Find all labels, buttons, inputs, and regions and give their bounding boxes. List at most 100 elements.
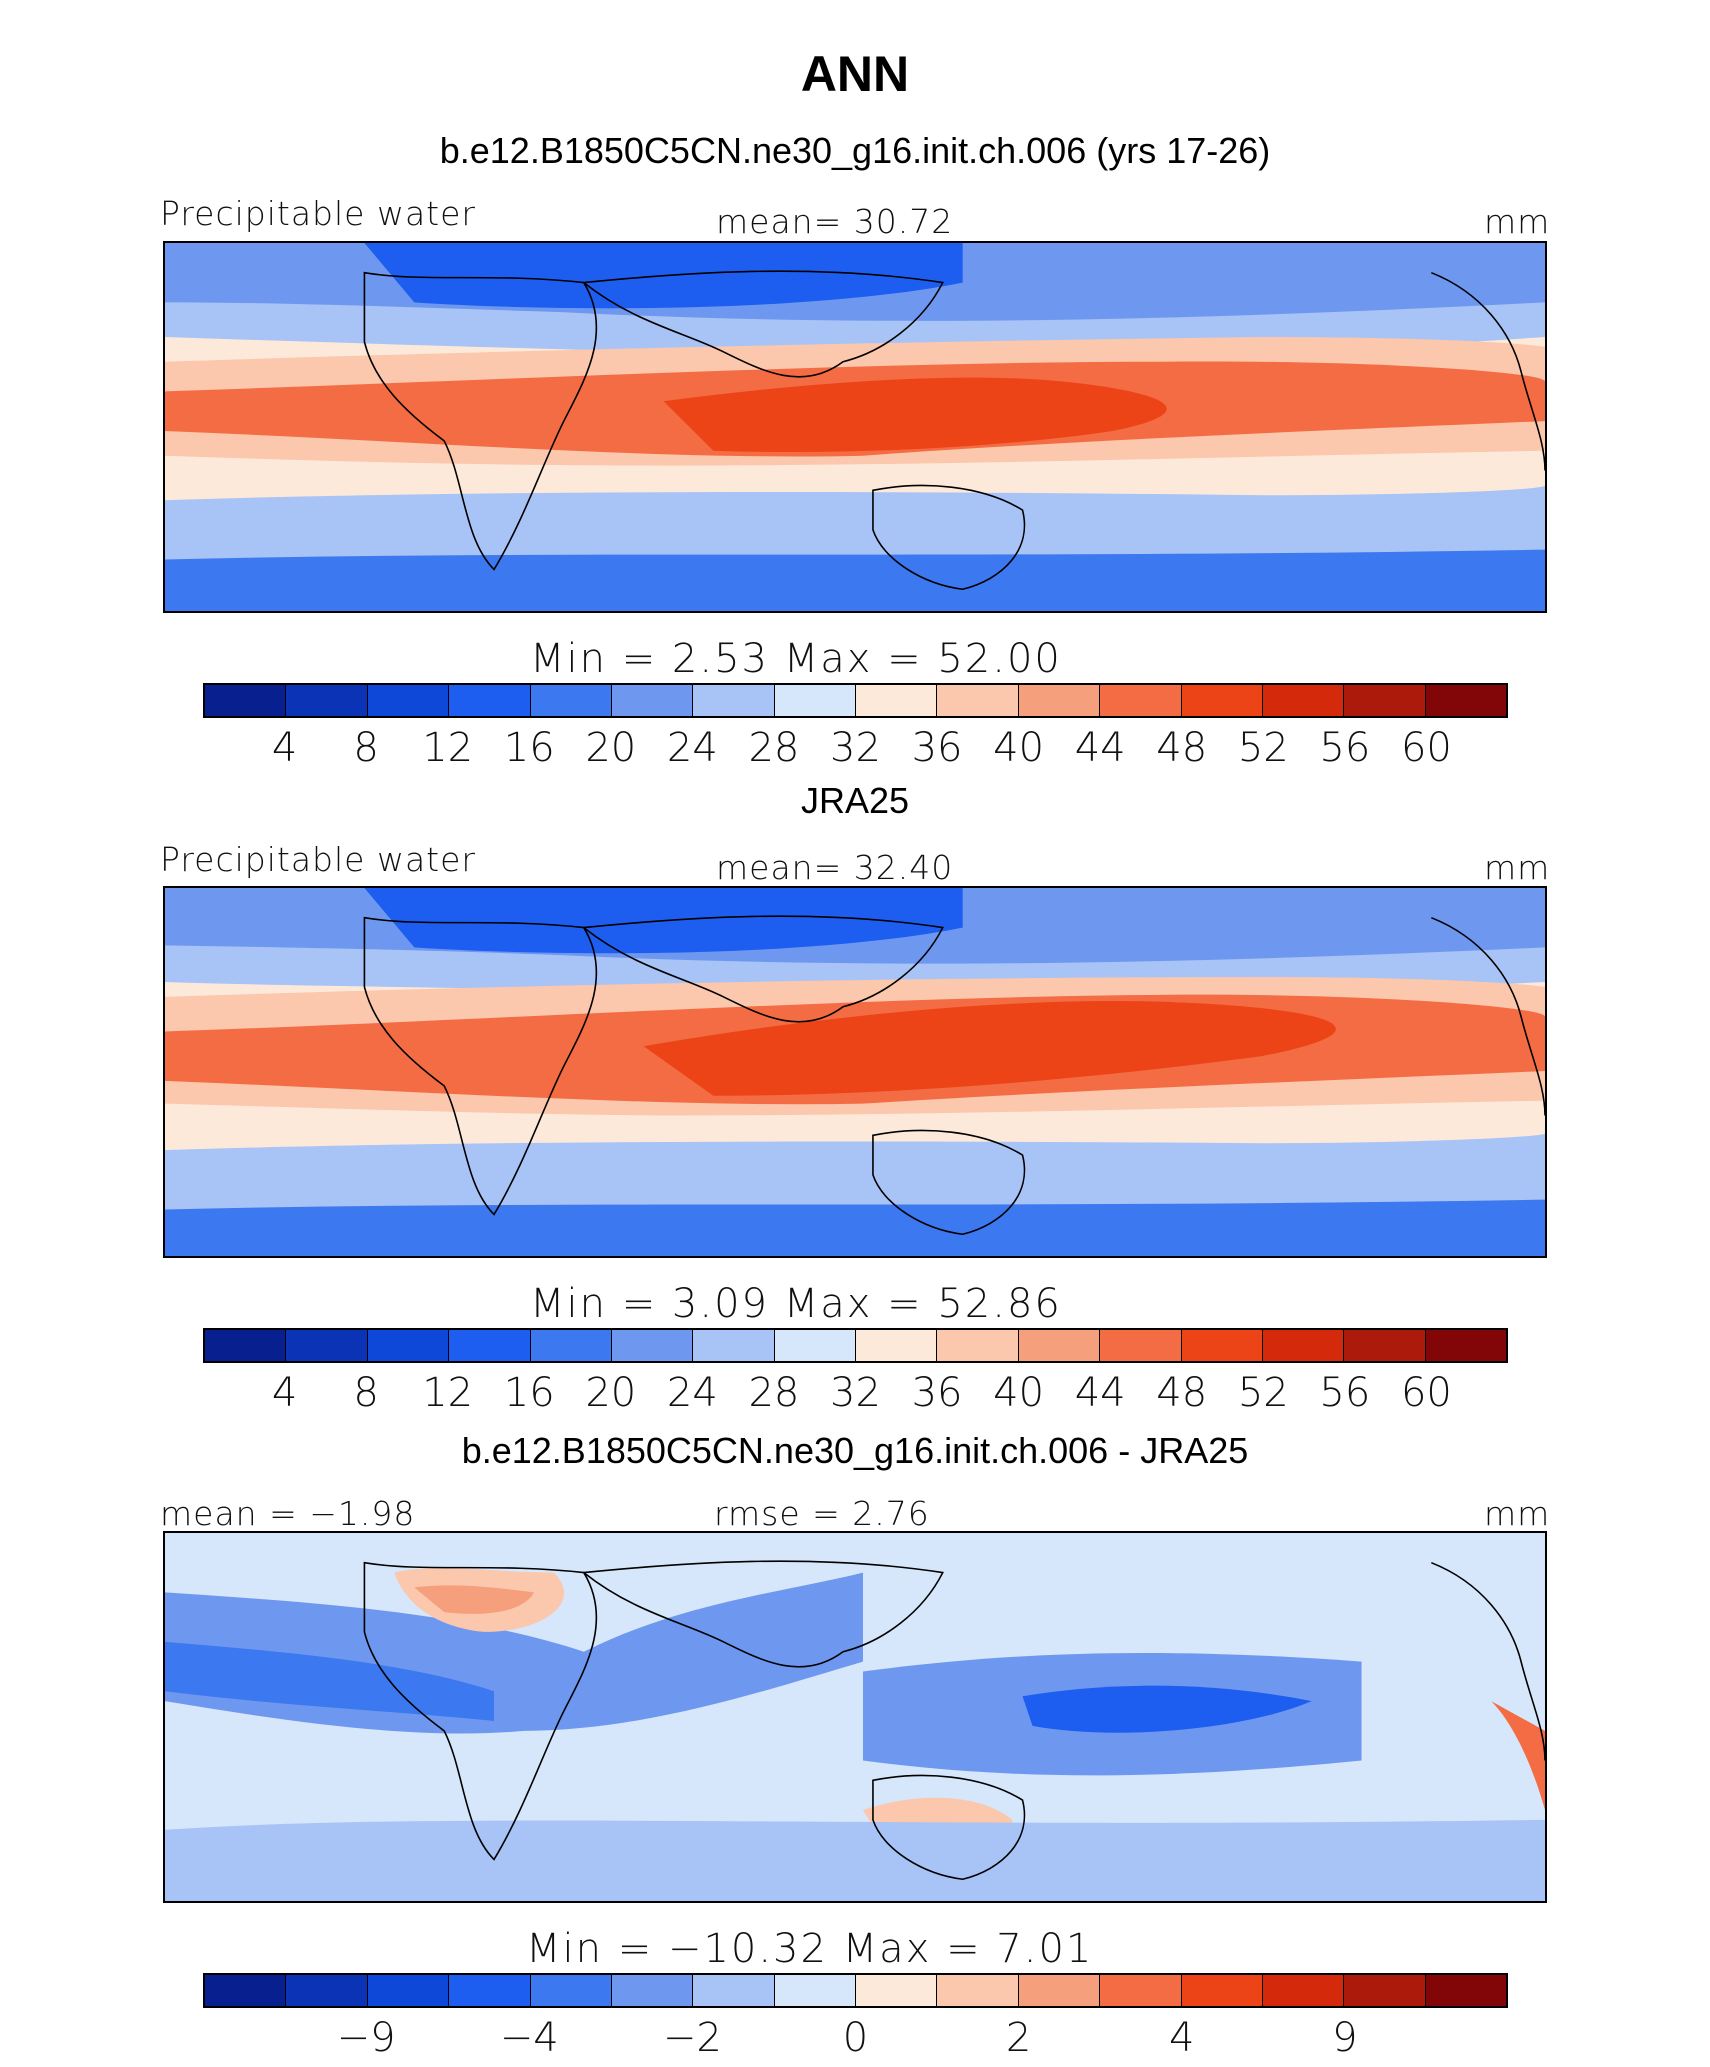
- colorbar-segment: [1344, 1975, 1426, 2006]
- colorbar-tick-label: 28: [748, 1370, 800, 1416]
- colorbar-segment: [530, 685, 612, 716]
- colorbar-segment: [1181, 1330, 1263, 1361]
- map-coastline-america: [1431, 916, 1545, 1116]
- figure-title: ANN: [800, 46, 910, 102]
- colorbar-tick-label: 4: [1169, 2015, 1195, 2061]
- colorbar-tick-label: 24: [666, 1370, 718, 1416]
- map-coastline-africa: [363, 916, 598, 1216]
- colorbar-tick-label: −4: [499, 2015, 559, 2061]
- panel-1-colorbar: [203, 683, 1508, 718]
- colorbar-segment: [937, 1330, 1019, 1361]
- colorbar-tick-label: 40: [993, 1370, 1045, 1416]
- map-coastline-america: [1431, 271, 1545, 471]
- colorbar-segment: [1344, 1330, 1426, 1361]
- colorbar-tick-label: 8: [353, 1370, 379, 1416]
- map-coastline-australia: [872, 1129, 1026, 1236]
- panel-3-rmse-label: rmse = 2.76: [714, 1494, 930, 1533]
- colorbar-segment: [774, 1975, 856, 2006]
- colorbar-segment: [611, 1975, 694, 2006]
- map-band-south-dry: [165, 549, 1545, 611]
- map-region-sahara-strong-wet-bias: [414, 1585, 534, 1614]
- colorbar-tick-label: −9: [336, 2015, 396, 2061]
- colorbar-segment: [1425, 685, 1506, 716]
- colorbar-tick-label: 36: [911, 725, 963, 771]
- colorbar-segment: [1425, 1330, 1506, 1361]
- colorbar-segment: [1344, 685, 1426, 716]
- colorbar-tick-label: 60: [1400, 1370, 1452, 1416]
- colorbar-segment: [1100, 1975, 1182, 2006]
- map-band-south-dry: [165, 1199, 1545, 1256]
- colorbar-tick-label: 24: [666, 725, 718, 771]
- colorbar-segment: [856, 1330, 938, 1361]
- panel-3-units-label: mm: [1484, 1494, 1551, 1533]
- map-coastline-africa: [363, 271, 598, 571]
- colorbar-tick-label: 20: [585, 1370, 637, 1416]
- colorbar-tick-label: 60: [1400, 725, 1452, 771]
- panel-3-map: [163, 1531, 1547, 1903]
- colorbar-tick-label: 16: [503, 725, 555, 771]
- colorbar-segment: [449, 685, 531, 716]
- colorbar-segment: [205, 1330, 287, 1361]
- colorbar-tick-label: 44: [1074, 1370, 1126, 1416]
- panel-2-map-svg: [165, 888, 1545, 1256]
- colorbar-segment: [1018, 1975, 1101, 2006]
- colorbar-tick-label: 8: [353, 725, 379, 771]
- colorbar-segment: [693, 1975, 775, 2006]
- colorbar-tick-label: 12: [422, 1370, 474, 1416]
- colorbar-tick-label: 32: [830, 725, 881, 771]
- panel-3-minmax: Min = −10.32 Max = 7.01: [526, 1926, 1094, 1972]
- colorbar-segment: [286, 1975, 368, 2006]
- colorbar-segment: [856, 1975, 938, 2006]
- colorbar-segment: [611, 1330, 694, 1361]
- colorbar-segment: [286, 1330, 368, 1361]
- colorbar-segment: [1262, 1975, 1345, 2006]
- panel-1-title: b.e12.B1850C5CN.ne30_g16.init.ch.006 (yr…: [439, 130, 1271, 171]
- panel-2-map: [163, 886, 1547, 1258]
- panel-2-title: JRA25: [800, 780, 910, 821]
- colorbar-segment: [205, 685, 287, 716]
- panel-1-map: [163, 241, 1547, 613]
- colorbar-tick-label: 52: [1237, 725, 1289, 771]
- colorbar-segment: [205, 1975, 287, 2006]
- panel-2-colorbar: [203, 1328, 1508, 1363]
- colorbar-tick-label: 36: [911, 1370, 963, 1416]
- colorbar-tick-label: 4: [271, 725, 298, 771]
- colorbar-tick-label: 20: [585, 725, 637, 771]
- panel-1-units-label: mm: [1484, 202, 1551, 241]
- colorbar-tick-label: 56: [1319, 1370, 1371, 1416]
- map-region-andes-wet-bias: [1491, 1701, 1545, 1810]
- map-region-pacific-strongest-dry-bias: [1022, 1685, 1312, 1733]
- colorbar-segment: [937, 1975, 1019, 2006]
- colorbar-segment: [693, 1330, 775, 1361]
- colorbar-tick-label: 56: [1319, 725, 1371, 771]
- colorbar-segment: [530, 1975, 612, 2006]
- colorbar-segment: [774, 685, 856, 716]
- colorbar-segment: [1181, 1975, 1263, 2006]
- map-coastline-america: [1431, 1561, 1545, 1761]
- colorbar-tick-label: 40: [993, 725, 1045, 771]
- panel-1-variable-label: Precipitable water: [160, 194, 476, 233]
- colorbar-segment: [1181, 685, 1263, 716]
- colorbar-segment: [449, 1975, 531, 2006]
- colorbar-segment: [1018, 685, 1101, 716]
- colorbar-segment: [937, 685, 1019, 716]
- colorbar-tick-label: 48: [1156, 725, 1208, 771]
- panel-3-colorbar: [203, 1973, 1508, 2008]
- colorbar-segment: [1100, 1330, 1182, 1361]
- colorbar-segment: [286, 685, 368, 716]
- colorbar-segment: [1018, 1330, 1101, 1361]
- colorbar-tick-label: 9: [1332, 2015, 1358, 2061]
- panel-2-mean-label: mean= 32.40: [716, 848, 954, 887]
- map-coastline-asia: [581, 270, 944, 378]
- colorbar-segment: [693, 685, 775, 716]
- map-region-warm-pool: [643, 1001, 1336, 1096]
- colorbar-segment: [1425, 1975, 1506, 2006]
- colorbar-tick-label: −2: [662, 2015, 722, 2061]
- panel-2-units-label: mm: [1484, 848, 1551, 887]
- colorbar-segment: [367, 1330, 450, 1361]
- colorbar-segment: [449, 1330, 531, 1361]
- colorbar-tick-label: 16: [503, 1370, 555, 1416]
- panel-1-map-svg: [165, 243, 1545, 611]
- map-region-warm-pool: [663, 377, 1167, 453]
- colorbar-segment: [367, 1975, 450, 2006]
